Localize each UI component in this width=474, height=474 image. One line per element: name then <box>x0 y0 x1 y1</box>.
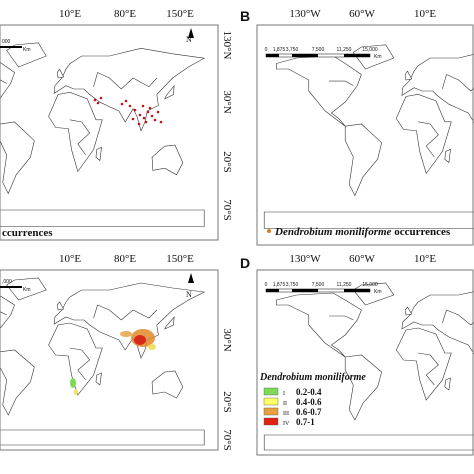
panel-b: B 130°W 60°W 10°E 0 1,875 3,750 7,500 11… <box>240 8 474 246</box>
scale-label: ,000 <box>2 279 12 285</box>
legend-swatch <box>263 407 279 416</box>
legend-range: 0.4-0.6 <box>296 397 322 407</box>
north-arrow <box>188 28 194 38</box>
legend-roman: II <box>283 401 287 407</box>
legend-range: 0.7-1 <box>296 417 315 427</box>
legend-species: Dendrobium moniliforme <box>274 226 392 238</box>
scale-label: 000 <box>2 39 11 45</box>
scale-label: 3,750 <box>286 282 299 288</box>
legend-swatch <box>263 417 279 426</box>
scale-unit: Km <box>23 47 31 53</box>
lon-label: 10°E <box>59 253 81 265</box>
lat-label: 20°S <box>221 391 233 413</box>
legend-text: ccurrences <box>2 227 53 239</box>
scale-unit: Km <box>23 287 31 293</box>
panel-letter: B <box>240 8 250 24</box>
scale-bar <box>265 53 371 58</box>
panel-frame <box>0 269 219 451</box>
legend-title: Dendrobium moniliforme <box>259 372 366 383</box>
world-map <box>263 44 474 229</box>
scale-label: 15,000 <box>362 47 378 53</box>
scale-label: 7,500 <box>312 47 325 53</box>
lon-label: 130°W <box>289 253 321 265</box>
legend-swatch <box>263 397 279 406</box>
legend-marker <box>267 229 271 233</box>
lon-label: 150°E <box>166 253 194 265</box>
legend: I 0.2-0.4 II 0.4-0.6 III 0.6-0.7 IV 0.7-1 <box>263 387 322 427</box>
scale-label: 1,875 <box>273 282 286 288</box>
lon-label: 150°E <box>166 8 194 20</box>
lat-label: 130°N <box>221 31 233 60</box>
lon-label: 10°E <box>59 8 81 20</box>
scale-label: 3,750 <box>286 47 299 53</box>
scale-label: 0 <box>265 282 268 288</box>
occurrence-points <box>93 96 163 126</box>
north-arrow <box>188 273 194 283</box>
scale-bar <box>265 288 371 293</box>
suitability-area <box>70 329 156 395</box>
legend-text: Dendrobium moniliforme occurrences <box>274 226 451 238</box>
scale-label: 1,875 <box>273 47 286 53</box>
scale-label: 15,000 <box>362 282 378 288</box>
lon-label: 60°W <box>349 253 375 265</box>
lon-label: 60°W <box>349 8 375 20</box>
scale-label: 11,250 <box>337 282 352 288</box>
north-label: N <box>186 290 192 299</box>
legend-roman: IV <box>283 421 290 427</box>
lat-label: 30°N <box>221 90 233 113</box>
scale-unit: Km <box>374 54 382 60</box>
panel-c: 10°E 80°E 150°E 30°N 20°S 70°S ,000 Km N <box>0 253 233 451</box>
panel-frame <box>256 269 474 456</box>
lon-label: 10°E <box>414 8 436 20</box>
lat-label: 70°S <box>221 199 233 221</box>
scale-bar <box>0 286 22 288</box>
panel-letter: D <box>240 255 250 271</box>
world-map <box>0 277 205 446</box>
lat-label: 70°S <box>221 429 233 451</box>
scale-label: 11,250 <box>337 47 352 53</box>
lat-label: 20°S <box>221 151 233 173</box>
lon-label: 80°E <box>114 253 136 265</box>
lon-label: 130°W <box>289 8 321 20</box>
panel-d: D 130°W 60°W 10°E 0 1,875 3,750 7,500 11… <box>240 253 474 456</box>
legend-roman: I <box>283 391 285 397</box>
legend-range: 0.2-0.4 <box>296 387 322 397</box>
scale-label: 7,500 <box>312 282 325 288</box>
lon-label: 10°E <box>414 253 436 265</box>
scale-unit: Km <box>374 289 382 295</box>
lon-label: 80°E <box>114 8 136 20</box>
panel-frame <box>0 24 219 241</box>
legend-label: occurrences <box>394 226 451 238</box>
legend-roman: III <box>283 411 289 417</box>
scale-label: 0 <box>265 47 268 53</box>
world-map <box>0 42 205 227</box>
scale-bar <box>0 46 22 48</box>
lat-label: 30°N <box>221 328 233 351</box>
legend-range: 0.6-0.7 <box>296 407 322 417</box>
north-label: N <box>186 35 192 44</box>
panel-frame <box>256 24 474 246</box>
panel-a: 10°E 80°E 150°E 130°N 30°N 20°S 70°S 000… <box>0 8 233 241</box>
legend-swatch <box>263 387 279 396</box>
